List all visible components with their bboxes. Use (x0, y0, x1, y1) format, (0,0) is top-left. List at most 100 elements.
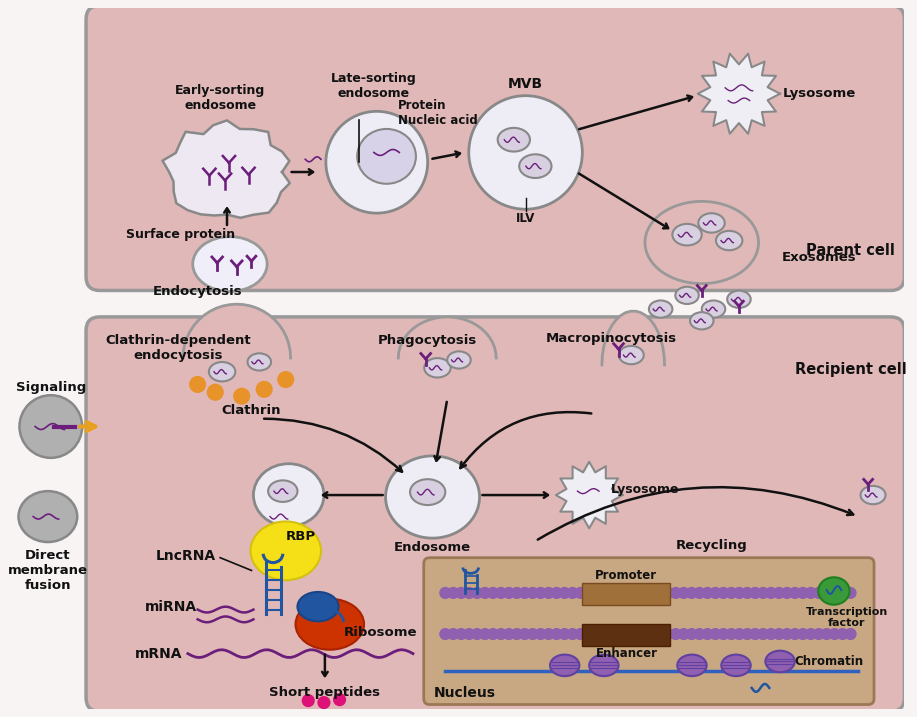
Text: Chromatin: Chromatin (794, 655, 864, 668)
Circle shape (726, 629, 736, 640)
Polygon shape (398, 317, 496, 358)
Circle shape (559, 629, 569, 640)
Ellipse shape (253, 464, 324, 526)
Circle shape (742, 629, 753, 640)
Text: Promoter: Promoter (595, 569, 657, 581)
Circle shape (257, 381, 272, 397)
Ellipse shape (410, 479, 446, 505)
Circle shape (646, 587, 657, 598)
Circle shape (464, 629, 474, 640)
Ellipse shape (649, 300, 672, 318)
Circle shape (471, 629, 482, 640)
Text: Endocytosis: Endocytosis (153, 285, 242, 298)
Circle shape (813, 587, 824, 598)
Circle shape (607, 629, 617, 640)
Circle shape (503, 629, 514, 640)
Circle shape (559, 587, 569, 598)
Circle shape (480, 587, 491, 598)
Circle shape (512, 587, 522, 598)
Text: LncRNA: LncRNA (156, 549, 215, 563)
Circle shape (599, 587, 610, 598)
Circle shape (631, 587, 641, 598)
Circle shape (519, 629, 530, 640)
Circle shape (734, 587, 745, 598)
Circle shape (519, 587, 530, 598)
Circle shape (750, 629, 760, 640)
Ellipse shape (469, 95, 582, 209)
Circle shape (805, 629, 816, 640)
Circle shape (495, 587, 506, 598)
Ellipse shape (675, 287, 699, 304)
Circle shape (480, 629, 491, 640)
Ellipse shape (250, 521, 321, 580)
Circle shape (837, 629, 848, 640)
Text: Clathrin: Clathrin (222, 404, 282, 417)
Circle shape (757, 629, 768, 640)
Ellipse shape (447, 351, 470, 369)
Polygon shape (698, 54, 780, 134)
Circle shape (591, 587, 602, 598)
Circle shape (813, 629, 824, 640)
Circle shape (447, 587, 458, 598)
Text: Nucleus: Nucleus (434, 685, 496, 700)
Text: Transcription
factor: Transcription factor (805, 607, 888, 628)
Circle shape (614, 629, 625, 640)
Circle shape (440, 629, 450, 640)
Ellipse shape (19, 395, 83, 458)
Circle shape (805, 587, 816, 598)
Circle shape (536, 629, 546, 640)
Circle shape (536, 587, 546, 598)
Ellipse shape (297, 592, 338, 622)
Ellipse shape (550, 655, 580, 676)
FancyBboxPatch shape (582, 625, 670, 646)
Circle shape (447, 629, 458, 640)
Ellipse shape (699, 213, 724, 232)
Circle shape (670, 587, 681, 598)
Circle shape (440, 587, 450, 598)
Circle shape (829, 629, 840, 640)
Circle shape (766, 629, 777, 640)
Ellipse shape (818, 577, 849, 604)
Text: RBP: RBP (285, 530, 315, 543)
Circle shape (575, 587, 586, 598)
Circle shape (694, 587, 705, 598)
Ellipse shape (519, 154, 551, 178)
Circle shape (829, 587, 840, 598)
Circle shape (718, 629, 729, 640)
Ellipse shape (678, 655, 707, 676)
Circle shape (488, 629, 498, 640)
Circle shape (742, 587, 753, 598)
Circle shape (774, 587, 784, 598)
Text: Recycling: Recycling (676, 539, 747, 553)
Circle shape (512, 629, 522, 640)
Ellipse shape (716, 231, 743, 250)
Circle shape (567, 587, 578, 598)
Text: miRNA: miRNA (145, 599, 197, 614)
Circle shape (710, 629, 721, 640)
Circle shape (464, 587, 474, 598)
Circle shape (662, 629, 673, 640)
Ellipse shape (18, 491, 77, 542)
Circle shape (694, 629, 705, 640)
Circle shape (456, 629, 467, 640)
Circle shape (583, 587, 593, 598)
Circle shape (207, 384, 223, 400)
Text: Parent cell: Parent cell (806, 243, 895, 258)
Circle shape (234, 389, 249, 404)
Circle shape (781, 629, 792, 640)
Ellipse shape (727, 290, 751, 308)
Ellipse shape (590, 655, 619, 676)
Circle shape (822, 587, 832, 598)
Ellipse shape (860, 486, 886, 504)
Text: Lysosome: Lysosome (611, 483, 679, 495)
Text: Endosome: Endosome (394, 541, 471, 554)
Circle shape (845, 629, 856, 640)
Text: Signaling: Signaling (16, 381, 86, 394)
Ellipse shape (425, 358, 450, 377)
Ellipse shape (209, 362, 236, 381)
Circle shape (334, 694, 346, 706)
Circle shape (543, 587, 554, 598)
Circle shape (623, 629, 634, 640)
Text: Surface protein: Surface protein (127, 228, 236, 241)
FancyBboxPatch shape (86, 317, 904, 711)
